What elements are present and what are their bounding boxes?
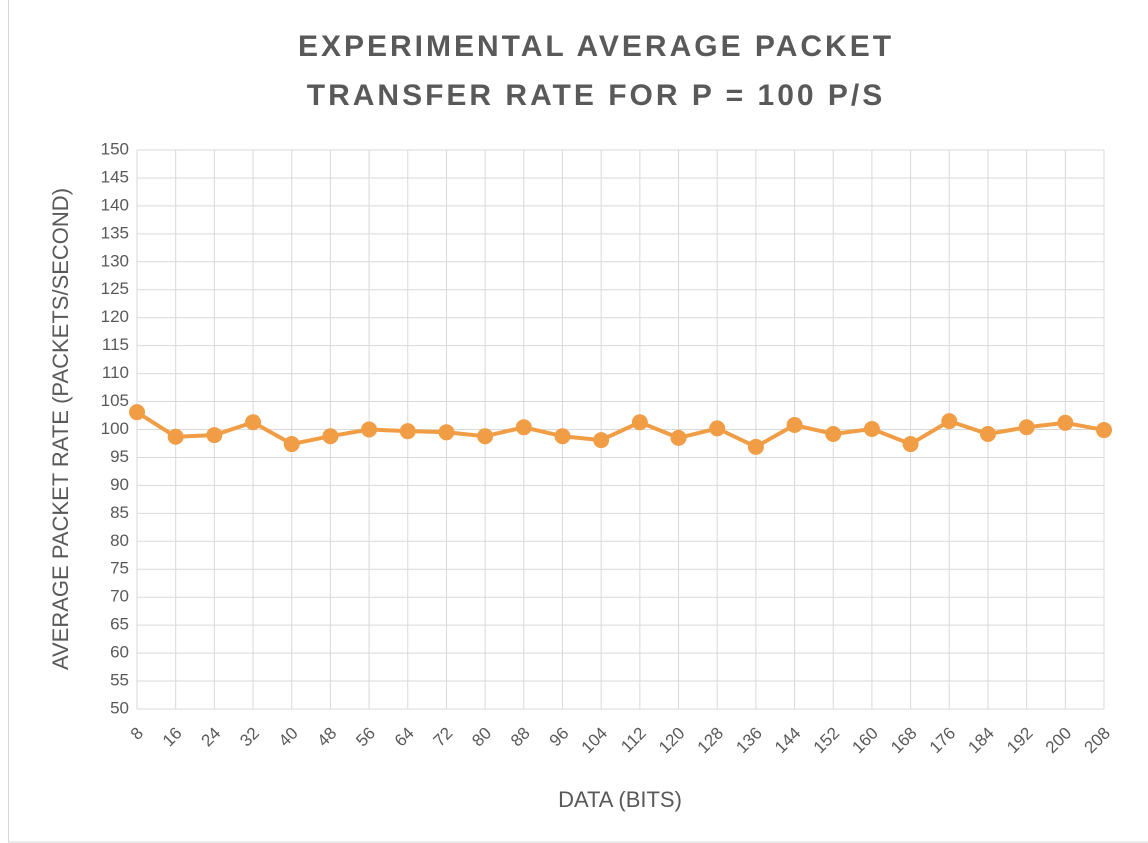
x-tick-label: 8 bbox=[127, 724, 147, 744]
data-point bbox=[515, 419, 532, 436]
x-tick-label: 24 bbox=[198, 724, 225, 751]
data-point bbox=[825, 425, 842, 442]
y-tick-label: 140 bbox=[101, 195, 129, 214]
data-point bbox=[438, 424, 455, 441]
y-tick-label: 95 bbox=[110, 447, 129, 466]
x-tick-label: 112 bbox=[617, 724, 650, 757]
data-point bbox=[902, 436, 919, 453]
y-tick-label: 50 bbox=[110, 698, 129, 717]
x-tick-label: 136 bbox=[732, 724, 765, 757]
y-tick-label: 65 bbox=[110, 615, 129, 634]
x-tick-label: 128 bbox=[694, 724, 727, 757]
y-tick-label: 135 bbox=[101, 223, 129, 242]
x-tick-label: 176 bbox=[926, 724, 959, 757]
data-point bbox=[1096, 422, 1112, 439]
x-tick-label: 32 bbox=[236, 724, 263, 751]
x-tick-label: 160 bbox=[848, 724, 881, 757]
data-point bbox=[322, 428, 339, 445]
data-point bbox=[709, 420, 726, 437]
y-tick-label: 150 bbox=[101, 139, 129, 158]
data-point bbox=[1057, 414, 1074, 431]
y-tick-label: 55 bbox=[110, 671, 129, 690]
x-tick-label: 96 bbox=[546, 724, 573, 751]
y-tick-label: 130 bbox=[101, 251, 129, 270]
x-tick-label: 88 bbox=[507, 724, 534, 751]
y-axis-label: AVERAGE PACKET RATE (PACKETS/SECOND) bbox=[48, 188, 73, 670]
y-tick-label: 105 bbox=[101, 391, 129, 410]
x-axis-label: DATA (BITS) bbox=[558, 787, 682, 812]
x-tick-label: 208 bbox=[1081, 724, 1114, 757]
y-tick-label: 125 bbox=[101, 279, 129, 298]
x-tick-label: 48 bbox=[314, 724, 341, 751]
data-point bbox=[979, 425, 996, 442]
y-tick-label: 60 bbox=[110, 643, 129, 662]
y-tick-label: 70 bbox=[110, 587, 129, 606]
data-point bbox=[399, 423, 416, 440]
data-point bbox=[863, 420, 880, 437]
x-tick-label: 40 bbox=[275, 724, 302, 751]
data-point bbox=[554, 428, 571, 445]
y-tick-label: 120 bbox=[101, 307, 129, 326]
x-tick-label: 104 bbox=[578, 724, 611, 757]
data-point bbox=[477, 428, 494, 445]
data-point bbox=[593, 432, 610, 449]
data-point bbox=[206, 427, 223, 444]
x-tick-label: 144 bbox=[771, 724, 804, 757]
data-point bbox=[283, 436, 300, 453]
data-point bbox=[670, 429, 687, 446]
y-tick-label: 90 bbox=[110, 475, 129, 494]
y-tick-label: 100 bbox=[101, 419, 129, 438]
x-tick-label: 80 bbox=[468, 724, 495, 751]
x-tick-label: 152 bbox=[810, 724, 843, 757]
x-tick-label: 200 bbox=[1042, 724, 1075, 757]
y-tick-label: 80 bbox=[110, 531, 129, 550]
data-point bbox=[361, 421, 378, 438]
data-point bbox=[941, 413, 958, 430]
data-point bbox=[1018, 419, 1035, 436]
x-tick-label: 56 bbox=[352, 724, 379, 751]
data-point bbox=[747, 438, 764, 455]
x-tick-label: 16 bbox=[159, 724, 186, 751]
data-point bbox=[245, 414, 262, 431]
x-tick-label: 168 bbox=[887, 724, 920, 757]
y-tick-label: 110 bbox=[102, 363, 129, 382]
chart-border bbox=[8, 0, 1148, 843]
x-tick-label: 64 bbox=[391, 724, 418, 751]
chart-title: EXPERIMENTAL AVERAGE PACKET TRANSFER RAT… bbox=[297, 30, 895, 112]
y-tick-label: 85 bbox=[110, 503, 129, 522]
x-tick-label: 120 bbox=[655, 724, 688, 757]
data-point bbox=[631, 414, 648, 431]
x-tick-label: 184 bbox=[964, 724, 997, 757]
data-point bbox=[167, 428, 184, 445]
x-tick-label: 72 bbox=[430, 724, 457, 751]
y-tick-label: 145 bbox=[101, 167, 129, 186]
x-tick-label: 192 bbox=[1003, 724, 1036, 757]
y-tick-label: 75 bbox=[110, 559, 129, 578]
data-point bbox=[129, 404, 145, 421]
data-point bbox=[786, 417, 803, 434]
y-tick-label: 115 bbox=[102, 335, 129, 354]
